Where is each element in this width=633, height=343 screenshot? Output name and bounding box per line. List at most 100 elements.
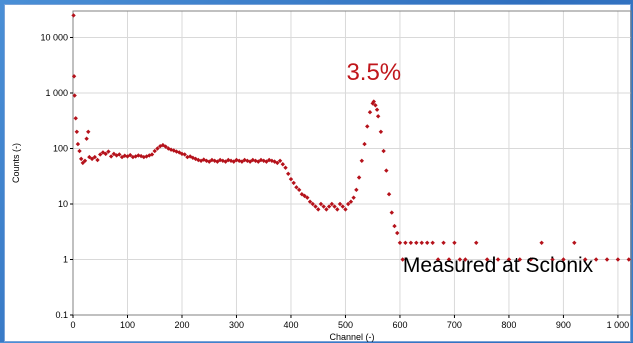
data-point [316,207,321,212]
data-point [452,240,457,245]
data-point [71,13,76,18]
data-point [345,201,351,207]
x-tick-label: 0 [70,320,75,330]
data-point [318,201,324,207]
data-point [307,199,313,204]
data-point [277,158,283,164]
data-point [348,199,354,204]
chart: 0 100 200 300 400 500 600 700 800 900 1 000 0.1 1 10 1… [11,10,632,342]
data-point [517,257,523,262]
y-tick-label: 10 [58,199,68,209]
data-point [296,187,302,193]
data-point [337,201,343,207]
data-point [539,240,544,245]
data-point [89,156,95,162]
data-point [72,93,77,98]
data-point [108,154,114,159]
axes [70,10,632,318]
data-point [196,157,201,163]
data-point [242,157,247,163]
data-point [335,207,340,212]
data-point [209,157,215,163]
data-point [474,240,479,245]
data-point [446,257,452,262]
data-point [528,257,533,262]
data-point [362,141,367,147]
data-point [117,152,122,157]
x-tick-label: 400 [283,320,298,330]
data-point [138,153,144,159]
data-point [375,114,381,119]
data-point [359,158,365,164]
data-point [71,74,77,79]
data-point [166,146,171,151]
data-point [326,204,332,209]
chart-frame: 0 100 200 300 400 500 600 700 800 900 1 000 0.1 1 10 1… [4,4,632,342]
data-point [280,162,285,167]
data-point [550,257,555,262]
data-point [435,257,441,262]
data-point [506,257,512,262]
data-point [367,110,373,115]
data-point [163,144,168,149]
data-point [228,158,234,164]
data-point [220,158,226,164]
data-point [310,201,315,207]
x-axis-label: Channel (-) [329,332,374,342]
data-point [374,107,380,112]
data-point [261,158,266,164]
data-point [593,257,599,262]
data-point [403,240,408,245]
data-point [245,158,250,164]
data-point [392,223,397,229]
data-point [430,240,435,245]
data-point [182,152,187,157]
data-point [414,240,419,245]
x-tick-label: 900 [556,320,571,330]
data-point [354,187,359,193]
source-annotation: Measured at Scionix [403,254,594,277]
data-point [100,150,106,155]
data-point [365,124,370,129]
data-point [103,151,108,157]
data-point [141,154,147,160]
plot-area [72,10,632,316]
x-tick-label: 1 000 [607,320,630,330]
x-tick-label: 700 [447,320,462,330]
data-point [84,136,89,141]
data-point [381,148,386,154]
data-point [168,147,174,152]
x-tick-label: 100 [120,320,135,330]
data-point [397,240,403,245]
x-tick-label: 800 [501,320,516,330]
data-point [286,171,291,176]
data-point [77,148,82,154]
data-point [329,201,335,207]
data-point [73,116,78,121]
data-point [386,192,392,197]
data-point [226,157,231,163]
data-point [177,150,182,155]
data-points [71,13,632,262]
data-point [78,156,84,162]
data-point [87,154,92,160]
data-point [463,257,468,262]
x-tick-label: 500 [338,320,353,330]
data-point [174,149,179,154]
data-point [424,240,430,245]
data-point [234,157,239,163]
data-point [82,158,88,164]
data-point [332,204,337,209]
data-point [378,129,384,134]
data-point [86,129,91,134]
data-point [122,153,127,158]
data-point [291,180,296,186]
y-tick-label: 0.1 [55,310,68,320]
y-axis-label: Counts (-) [11,143,21,183]
data-point [149,152,155,157]
data-point [253,158,258,164]
data-point [324,207,329,212]
data-point [604,257,610,262]
data-point [198,158,204,164]
data-point [389,210,394,215]
